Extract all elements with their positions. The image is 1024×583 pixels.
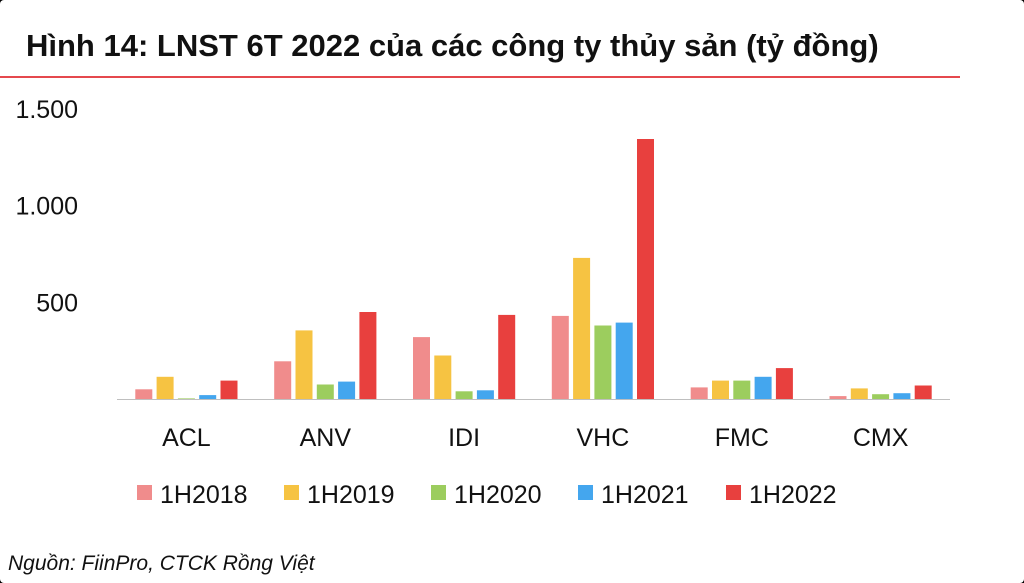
bar-acl-1h2020 xyxy=(177,398,195,399)
bar-acl-1h2018 xyxy=(135,389,153,399)
y-tick-label: 1.000 xyxy=(15,193,78,221)
legend-swatch-1h2021 xyxy=(578,485,593,500)
legend-label-1h2020: 1H2020 xyxy=(454,481,542,509)
bar-cmx-1h2018 xyxy=(829,396,847,399)
legend-swatch-1h2022 xyxy=(726,485,741,500)
category-label-cmx: CMX xyxy=(853,424,909,452)
bar-anv-1h2021 xyxy=(338,381,356,399)
bar-anv-1h2018 xyxy=(274,361,292,399)
category-label-acl: ACL xyxy=(162,424,211,452)
category-label-fmc: FMC xyxy=(715,424,769,452)
bar-idi-1h2018 xyxy=(413,337,430,399)
bar-cmx-1h2019 xyxy=(850,388,868,399)
bar-vhc-1h2019 xyxy=(573,257,591,399)
legend-label-1h2022: 1H2022 xyxy=(749,481,837,509)
bar-fmc-1h2022 xyxy=(775,368,793,399)
bar-acl-1h2021 xyxy=(199,395,217,399)
legend-swatch-1h2020 xyxy=(431,485,446,500)
bar-anv-1h2020 xyxy=(316,384,334,399)
y-tick-label: 1.500 xyxy=(15,96,78,124)
bar-idi-1h2022 xyxy=(498,314,516,399)
bar-vhc-1h2021 xyxy=(615,322,633,399)
category-label-vhc: VHC xyxy=(577,424,630,452)
legend-label-1h2018: 1H2018 xyxy=(160,481,248,509)
title-divider xyxy=(0,76,960,78)
bar-acl-1h2019 xyxy=(156,376,174,399)
bar-acl-1h2022 xyxy=(220,380,238,399)
bar-cmx-1h2020 xyxy=(872,394,890,399)
source-note: Nguồn: FiinPro, CTCK Rồng Việt xyxy=(8,552,315,575)
y-axis-ticks: 500 1.000 1.500 xyxy=(15,96,78,317)
bar-cmx-1h2021 xyxy=(893,393,911,399)
bar-vhc-1h2018 xyxy=(551,315,569,399)
bar-anv-1h2022 xyxy=(359,312,377,399)
legend-label-1h2021: 1H2021 xyxy=(601,481,689,509)
category-label-idi: IDI xyxy=(448,424,480,452)
bar-vhc-1h2022 xyxy=(637,139,654,399)
bar-idi-1h2019 xyxy=(434,355,452,399)
legend-label-1h2019: 1H2019 xyxy=(307,481,395,509)
bar-vhc-1h2020 xyxy=(594,325,612,399)
legend-swatch-1h2019 xyxy=(284,485,299,500)
bar-fmc-1h2021 xyxy=(754,376,772,399)
y-tick-label: 500 xyxy=(36,289,78,317)
bar-series-group xyxy=(135,139,932,399)
bar-fmc-1h2018 xyxy=(690,387,708,399)
figure-title: Hình 14: LNST 6T 2022 của các công ty th… xyxy=(26,28,879,63)
bar-anv-1h2019 xyxy=(295,330,313,399)
bar-cmx-1h2022 xyxy=(914,385,932,399)
bar-idi-1h2021 xyxy=(476,390,494,399)
category-labels: ACL ANV IDI VHC FMC CMX xyxy=(162,424,909,452)
bar-fmc-1h2019 xyxy=(712,380,729,399)
legend: 1H2018 1H2019 1H2020 1H2021 1H2022 xyxy=(137,481,837,509)
legend-swatch-1h2018 xyxy=(137,485,152,500)
bar-idi-1h2020 xyxy=(455,391,473,399)
category-label-anv: ANV xyxy=(300,424,352,452)
bar-fmc-1h2020 xyxy=(733,380,751,399)
